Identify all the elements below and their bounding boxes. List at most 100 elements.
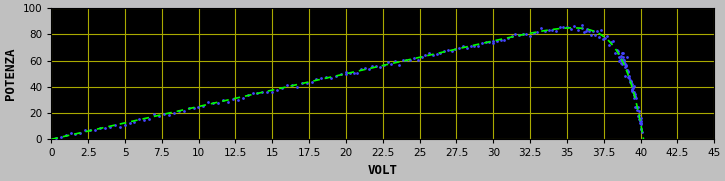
Point bbox=[114, 125, 125, 128]
Point bbox=[408, 57, 420, 60]
Point bbox=[94, 126, 106, 129]
Point bbox=[633, 114, 645, 117]
Point bbox=[276, 87, 288, 90]
Point bbox=[528, 31, 539, 34]
Point bbox=[173, 109, 185, 112]
Point bbox=[420, 54, 431, 57]
Point bbox=[149, 113, 160, 116]
Point bbox=[439, 49, 450, 52]
Point bbox=[524, 34, 536, 37]
Point bbox=[629, 96, 641, 99]
Point bbox=[465, 45, 476, 48]
Point bbox=[627, 90, 639, 93]
Point bbox=[65, 132, 76, 134]
Point bbox=[487, 40, 499, 43]
Point bbox=[625, 79, 637, 82]
Point bbox=[506, 35, 518, 38]
Point bbox=[624, 79, 636, 82]
Point bbox=[362, 67, 374, 70]
Point bbox=[621, 68, 632, 71]
Point bbox=[197, 105, 209, 108]
X-axis label: VOLT: VOLT bbox=[368, 164, 398, 177]
Point bbox=[635, 116, 647, 119]
Point bbox=[431, 53, 442, 56]
Point bbox=[621, 64, 632, 67]
Point bbox=[626, 90, 638, 92]
Point bbox=[138, 118, 150, 121]
Point bbox=[539, 29, 550, 32]
Point bbox=[628, 97, 639, 100]
Point bbox=[212, 102, 224, 105]
Point bbox=[610, 49, 622, 51]
Point bbox=[631, 108, 643, 111]
Point bbox=[634, 119, 646, 122]
Point bbox=[531, 30, 543, 33]
Point bbox=[621, 68, 633, 71]
Point bbox=[589, 34, 601, 37]
Point bbox=[535, 27, 547, 30]
Point bbox=[634, 119, 646, 122]
Point bbox=[601, 35, 613, 38]
Point bbox=[163, 113, 175, 116]
Point bbox=[628, 93, 639, 96]
Point bbox=[461, 46, 473, 49]
Point bbox=[262, 90, 273, 93]
Point bbox=[153, 114, 165, 117]
Point bbox=[617, 56, 629, 59]
Point bbox=[70, 133, 81, 136]
Point bbox=[635, 128, 647, 131]
Point bbox=[331, 75, 342, 78]
Point bbox=[412, 59, 423, 62]
Point bbox=[168, 111, 180, 114]
Point bbox=[595, 28, 607, 31]
Point bbox=[603, 43, 615, 46]
Point bbox=[513, 34, 525, 37]
Point bbox=[352, 71, 363, 74]
Point bbox=[607, 39, 618, 42]
Point bbox=[619, 63, 631, 66]
Point bbox=[60, 134, 72, 137]
Point bbox=[119, 124, 130, 127]
Point bbox=[84, 128, 96, 131]
Point bbox=[340, 73, 352, 76]
Point bbox=[247, 92, 258, 95]
Point bbox=[382, 61, 394, 64]
Point bbox=[568, 25, 580, 28]
Point bbox=[218, 98, 229, 101]
Point bbox=[622, 71, 634, 74]
Point bbox=[370, 65, 382, 68]
Point bbox=[615, 58, 626, 60]
Point bbox=[124, 121, 136, 124]
Point bbox=[625, 80, 637, 83]
Point bbox=[633, 115, 645, 118]
Point bbox=[326, 77, 337, 79]
Point bbox=[457, 45, 469, 48]
Point bbox=[367, 65, 378, 68]
Point bbox=[55, 136, 67, 139]
Point bbox=[434, 52, 446, 55]
Point bbox=[613, 56, 625, 58]
Point bbox=[487, 41, 499, 44]
Point bbox=[619, 62, 631, 65]
Point bbox=[222, 100, 233, 103]
Point bbox=[626, 84, 637, 87]
Point bbox=[613, 60, 625, 62]
Point bbox=[320, 75, 332, 78]
Point bbox=[618, 59, 630, 62]
Point bbox=[355, 68, 367, 71]
Point bbox=[286, 84, 298, 87]
Point bbox=[578, 30, 589, 33]
Point bbox=[495, 38, 507, 41]
Point bbox=[628, 90, 639, 93]
Point bbox=[450, 47, 461, 50]
Point bbox=[626, 83, 638, 86]
Point bbox=[271, 89, 283, 91]
Point bbox=[257, 91, 268, 94]
Point bbox=[227, 97, 239, 100]
Point bbox=[344, 71, 355, 74]
Point bbox=[609, 52, 621, 54]
Point bbox=[565, 28, 576, 30]
Point bbox=[348, 72, 360, 75]
Point bbox=[635, 121, 647, 124]
Point bbox=[626, 87, 638, 90]
